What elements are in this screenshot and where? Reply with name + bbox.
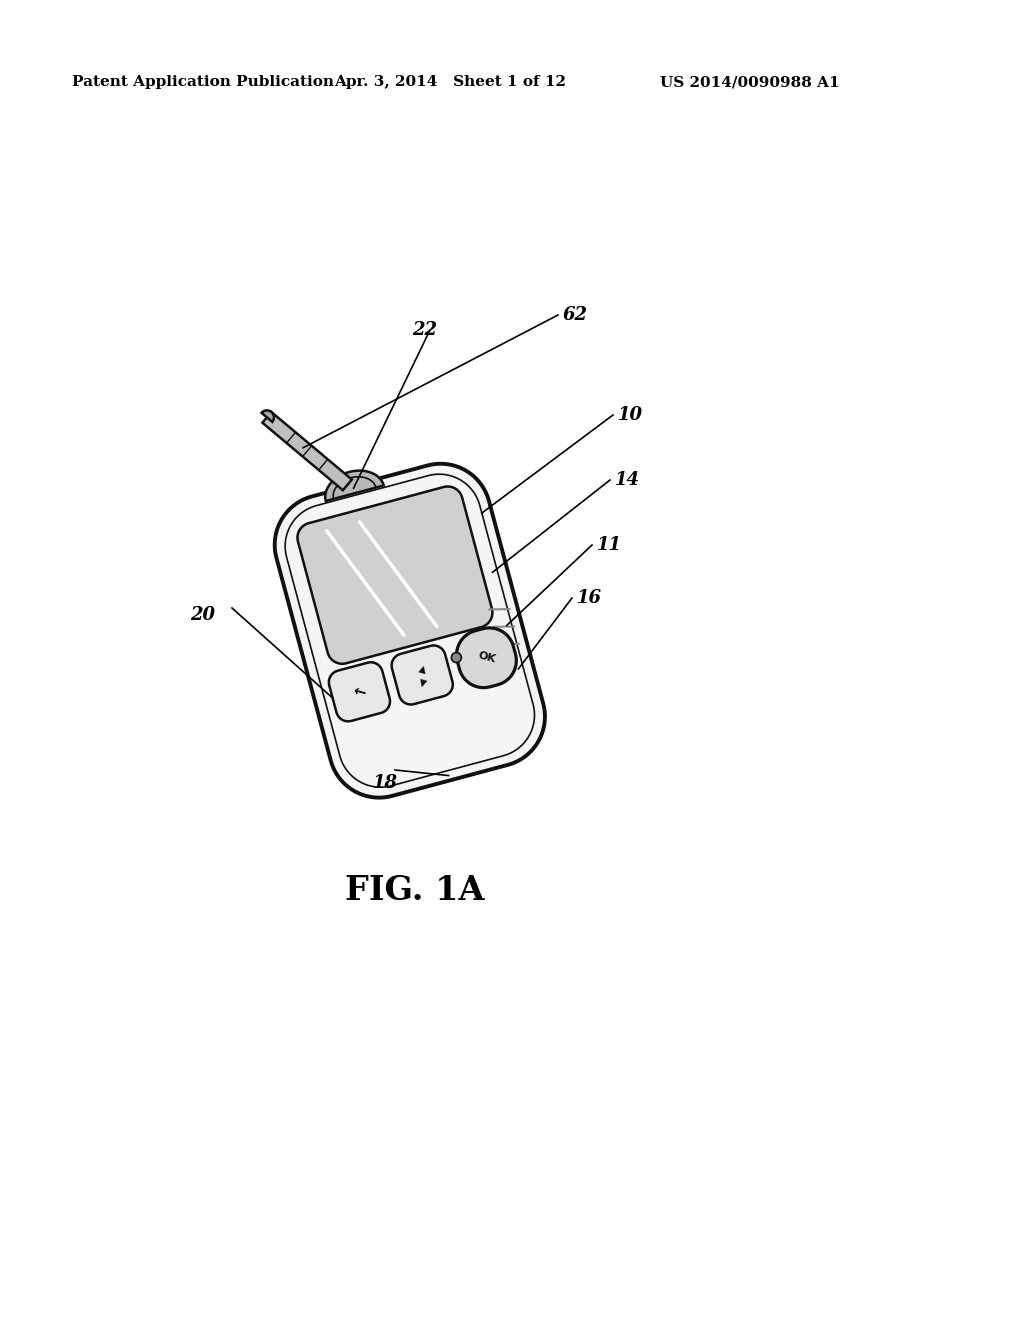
Text: US 2014/0090988 A1: US 2014/0090988 A1: [660, 75, 840, 88]
Polygon shape: [297, 487, 493, 664]
Text: 18: 18: [373, 774, 397, 792]
Polygon shape: [261, 411, 273, 422]
Text: 62: 62: [563, 306, 588, 323]
Text: ▼: ▼: [418, 677, 427, 689]
Text: Apr. 3, 2014   Sheet 1 of 12: Apr. 3, 2014 Sheet 1 of 12: [334, 75, 566, 88]
Polygon shape: [274, 463, 545, 797]
Text: 14: 14: [615, 471, 640, 488]
Polygon shape: [326, 471, 384, 502]
Text: 11: 11: [597, 536, 622, 554]
Text: 22: 22: [413, 321, 437, 339]
Text: 16: 16: [577, 589, 602, 607]
Polygon shape: [457, 628, 516, 688]
Circle shape: [452, 652, 462, 663]
Text: 10: 10: [618, 407, 643, 424]
Polygon shape: [329, 663, 390, 721]
Text: ▲: ▲: [418, 663, 427, 675]
Text: 20: 20: [190, 606, 215, 624]
Text: FIG. 1A: FIG. 1A: [345, 874, 484, 907]
Polygon shape: [391, 645, 453, 705]
Polygon shape: [262, 412, 352, 490]
Text: Patent Application Publication: Patent Application Publication: [72, 75, 334, 88]
Text: ←: ←: [351, 682, 368, 701]
Text: OK: OK: [476, 651, 497, 665]
